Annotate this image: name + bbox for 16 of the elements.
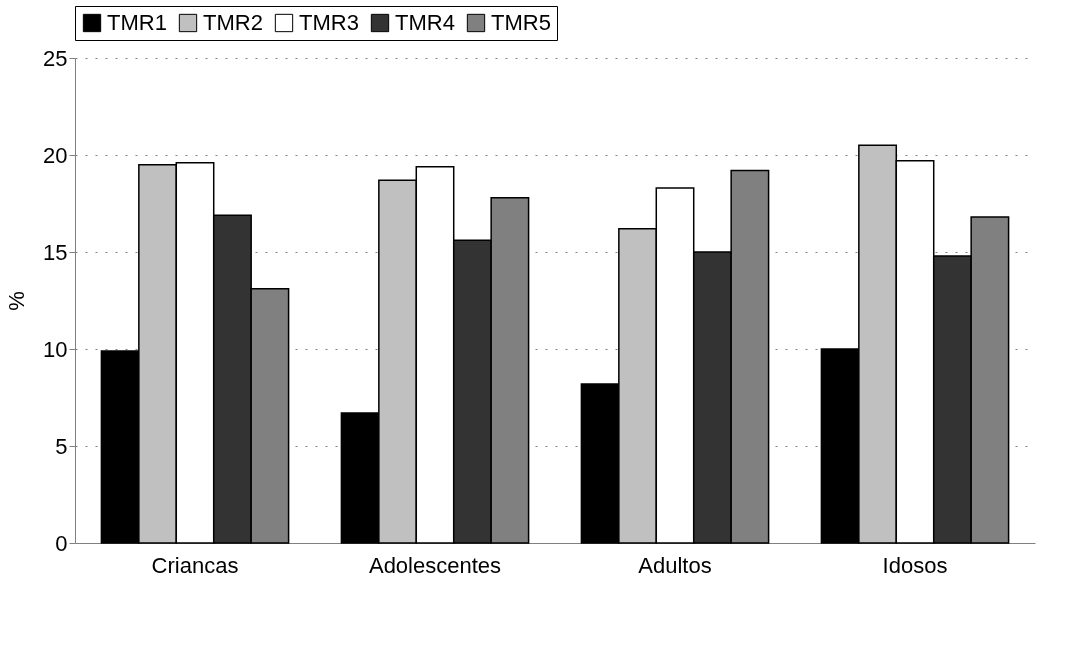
legend-label: TMR2 [203, 10, 263, 35]
y-tick-label: 0 [55, 530, 68, 556]
y-tick-label: 5 [55, 433, 68, 459]
legend-label: TMR4 [395, 10, 455, 35]
legend-label: TMR5 [491, 10, 551, 35]
x-tick-label: Adolescentes [368, 552, 502, 578]
y-tick-label: 20 [43, 142, 68, 168]
y-tick-label: 10 [43, 336, 68, 362]
legend-label: TMR3 [299, 10, 359, 35]
y-tick-label: 15 [43, 239, 68, 265]
x-tick-label: Idosos [882, 552, 948, 578]
y-tick-label: 25 [43, 45, 68, 71]
x-tick-label: Criancas [151, 552, 239, 578]
y-axis-title: % [4, 291, 30, 311]
legend-label: TMR1 [107, 10, 167, 35]
x-tick-label: Adultos [638, 552, 712, 578]
